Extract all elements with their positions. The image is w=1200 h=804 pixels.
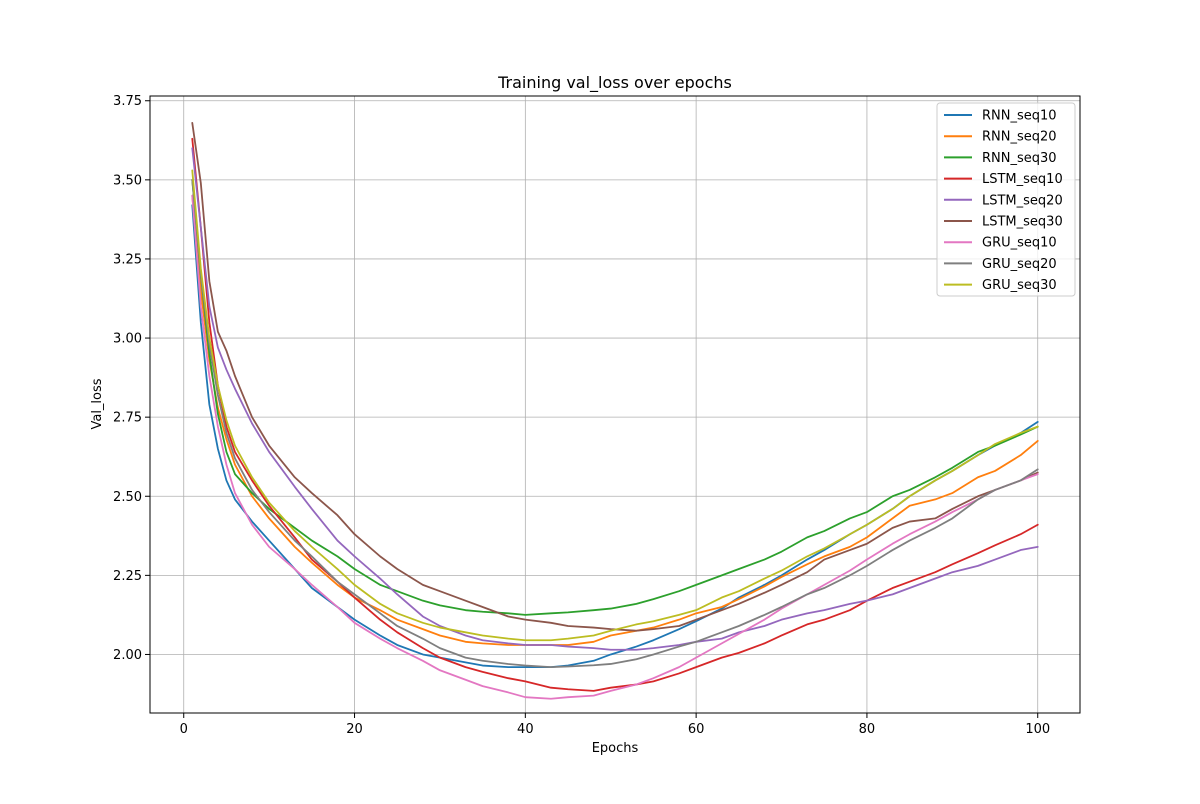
series-line-gru-seq30: [191, 169, 1039, 642]
x-axis-ticks: 0 20 40 60 80 100: [180, 713, 1050, 737]
series-line-lstm-seq30: [191, 121, 1039, 632]
series-line-rnn-seq30: [191, 178, 1039, 616]
legend-label: GRU_seq20: [982, 257, 1057, 272]
x-tick-label: 60: [688, 722, 705, 737]
y-tick-label: 2.75: [113, 411, 142, 426]
legend-label: RNN_seq30: [982, 151, 1057, 166]
x-tick-label: 80: [859, 722, 876, 737]
y-tick-label: 3.50: [113, 173, 142, 188]
legend-label: LSTM_seq20: [982, 193, 1063, 208]
legend-label: LSTM_seq30: [982, 215, 1063, 230]
y-tick-label: 2.00: [113, 648, 142, 663]
series-line-gru-seq20: [191, 178, 1039, 669]
legend: RNN_seq10 RNN_seq20 RNN_seq30 LSTM_seq10 LST…: [936, 102, 1076, 297]
series-line-lstm-seq10: [191, 137, 1039, 692]
series-lines: [191, 121, 1039, 700]
x-tick-label: 40: [517, 722, 534, 737]
legend-label: GRU_seq10: [982, 236, 1057, 251]
legend-box: [936, 102, 1076, 297]
x-tick-label: 0: [180, 722, 188, 737]
plot-frame: [149, 95, 1081, 714]
legend-label: LSTM_seq10: [982, 172, 1063, 187]
x-tick-label: 100: [1025, 722, 1050, 737]
x-axis-label: Epochs: [592, 741, 639, 756]
y-axis-ticks: 2.00 2.25 2.50 2.75 3.00 3.25 3.50 3.75: [113, 94, 150, 663]
y-axis-label: Val_loss: [90, 378, 105, 429]
y-tick-label: 3.75: [113, 94, 142, 109]
y-tick-label: 3.25: [113, 252, 142, 267]
y-tick-label: 3.00: [113, 332, 142, 347]
y-tick-label: 2.25: [113, 569, 142, 584]
legend-label: RNN_seq10: [982, 109, 1057, 124]
series-line-rnn-seq10: [191, 204, 1039, 669]
series-line-rnn-seq20: [191, 194, 1039, 646]
legend-items: RNN_seq10 RNN_seq20 RNN_seq30 LSTM_seq10 LST…: [944, 109, 1063, 293]
series-line-gru-seq10: [191, 194, 1039, 700]
chart-title: Training val_loss over epochs: [497, 73, 732, 93]
legend-label: RNN_seq20: [982, 130, 1057, 145]
y-tick-label: 2.50: [113, 490, 142, 505]
series-line-lstm-seq20: [191, 147, 1039, 651]
legend-label: GRU_seq30: [982, 278, 1057, 293]
x-tick-label: 20: [346, 722, 363, 737]
